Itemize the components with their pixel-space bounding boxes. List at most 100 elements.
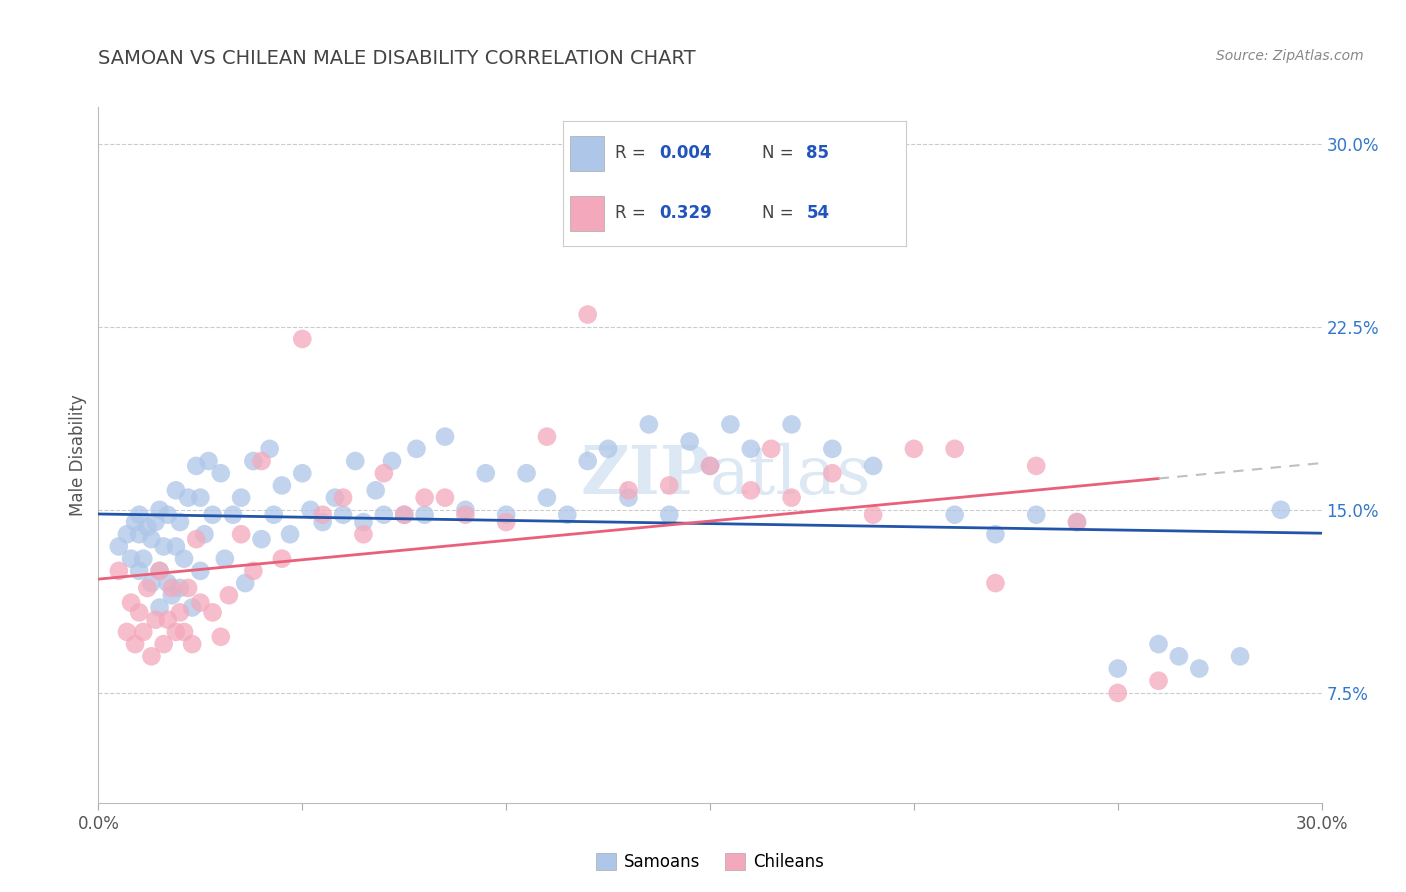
Point	[188, 564, 212, 578]
Point	[1025, 458, 1047, 473]
Point	[312, 515, 335, 529]
Point	[186, 458, 208, 473]
Point	[454, 503, 477, 517]
Point	[718, 417, 742, 432]
Point	[352, 515, 374, 529]
Point	[780, 417, 803, 432]
Point	[115, 527, 138, 541]
Point	[156, 508, 179, 522]
Point	[115, 624, 138, 639]
Point	[392, 508, 416, 522]
Point	[201, 606, 224, 620]
Point	[165, 483, 187, 498]
Point	[699, 458, 721, 473]
Point	[1167, 649, 1189, 664]
Point	[291, 467, 314, 481]
Point	[576, 308, 599, 322]
Point	[1229, 649, 1251, 664]
Point	[373, 467, 395, 481]
Point	[364, 483, 387, 498]
Point	[263, 508, 285, 522]
Point	[1066, 515, 1088, 529]
Point	[332, 508, 354, 522]
Point	[242, 564, 264, 578]
Point	[149, 600, 172, 615]
Point	[145, 613, 167, 627]
Point	[141, 649, 163, 664]
Point	[108, 540, 131, 554]
Point	[536, 429, 558, 443]
Point	[233, 576, 256, 591]
Point	[231, 527, 253, 541]
Point	[903, 442, 925, 456]
Point	[405, 442, 427, 456]
Point	[169, 515, 191, 529]
Point	[516, 467, 538, 481]
Point	[156, 613, 179, 627]
Point	[454, 508, 477, 522]
Point	[270, 478, 294, 492]
Point	[434, 491, 457, 505]
Point	[821, 442, 844, 456]
Point	[862, 458, 884, 473]
Point	[124, 515, 146, 529]
Point	[323, 491, 346, 505]
Legend: Samoans, Chileans: Samoans, Chileans	[589, 847, 831, 878]
Point	[1066, 515, 1088, 529]
Point	[165, 624, 187, 639]
Point	[188, 491, 212, 505]
Point	[132, 551, 155, 566]
Point	[197, 454, 219, 468]
Point	[984, 576, 1007, 591]
Point	[381, 454, 404, 468]
Point	[555, 508, 579, 522]
Point	[679, 434, 702, 449]
Point	[943, 508, 966, 522]
Text: SAMOAN VS CHILEAN MALE DISABILITY CORRELATION CHART: SAMOAN VS CHILEAN MALE DISABILITY CORREL…	[98, 49, 696, 68]
Point	[120, 596, 142, 610]
Text: Source: ZipAtlas.com: Source: ZipAtlas.com	[1216, 49, 1364, 63]
Point	[209, 467, 232, 481]
Point	[108, 564, 131, 578]
Point	[617, 491, 640, 505]
Point	[373, 508, 395, 522]
Point	[291, 332, 314, 346]
Point	[222, 508, 245, 522]
Point	[149, 564, 172, 578]
Point	[128, 564, 150, 578]
Point	[160, 581, 183, 595]
Point	[1107, 686, 1129, 700]
Point	[332, 491, 354, 505]
Point	[201, 508, 224, 522]
Point	[193, 527, 215, 541]
Point	[181, 637, 204, 651]
Point	[984, 527, 1007, 541]
Point	[495, 515, 517, 529]
Point	[270, 551, 294, 566]
Text: atlas: atlas	[710, 443, 872, 508]
Point	[413, 491, 436, 505]
Point	[149, 503, 172, 517]
Point	[617, 483, 640, 498]
Point	[392, 508, 416, 522]
Point	[160, 588, 183, 602]
Point	[740, 483, 762, 498]
Point	[141, 532, 163, 546]
Point	[862, 508, 884, 522]
Point	[740, 442, 762, 456]
Point	[250, 532, 273, 546]
Point	[1270, 503, 1292, 517]
Point	[156, 576, 179, 591]
Point	[495, 508, 517, 522]
Point	[699, 458, 721, 473]
Point	[165, 540, 187, 554]
Point	[177, 581, 200, 595]
Point	[218, 588, 240, 602]
Point	[120, 551, 142, 566]
Point	[173, 624, 195, 639]
Point	[145, 515, 167, 529]
Point	[250, 454, 273, 468]
Point	[1188, 661, 1211, 675]
Point	[169, 581, 191, 595]
Point	[141, 576, 163, 591]
